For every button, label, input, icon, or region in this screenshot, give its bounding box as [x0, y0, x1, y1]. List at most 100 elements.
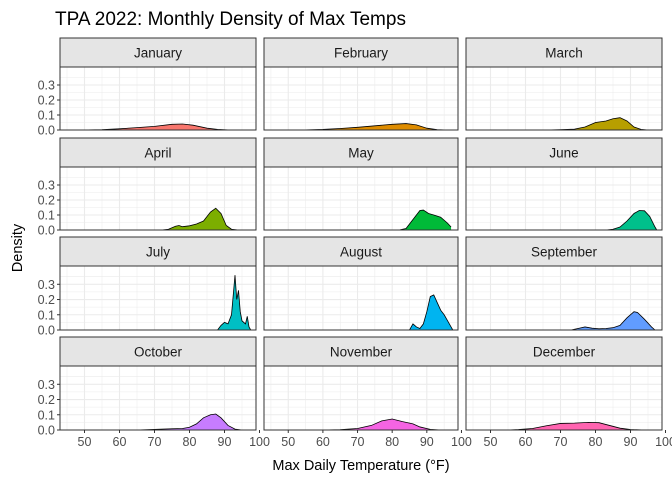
panel-gridlines — [60, 366, 256, 431]
facet-strip — [59, 37, 257, 68]
density-line-august — [284, 294, 454, 331]
facet-panel-december: December — [465, 336, 663, 431]
facet-strip — [465, 37, 663, 68]
facet-panel-april: April — [59, 137, 257, 231]
panel-border — [59, 265, 257, 331]
panel-border — [59, 66, 257, 131]
y-tick-label: 0.3 — [38, 179, 55, 193]
facet-panel-september: September — [465, 236, 663, 331]
facet-strip-label: July — [146, 245, 170, 260]
facet-strip-label: June — [549, 146, 578, 161]
density-area-december — [487, 422, 645, 430]
x-tick-label: 90 — [624, 435, 638, 449]
y-tick-label: 0.0 — [38, 124, 55, 138]
x-tick-label: 100 — [451, 435, 472, 449]
facet-strip-label: January — [134, 46, 182, 61]
x-tick-label: 90 — [218, 435, 232, 449]
facet-strip — [263, 336, 459, 367]
facet-panel-june: June — [465, 137, 663, 231]
x-tick-label: 50 — [78, 435, 92, 449]
density-line-january — [80, 123, 250, 131]
y-axes: 0.00.10.20.30.00.10.20.30.00.10.20.30.00… — [38, 79, 60, 438]
panel-border — [465, 365, 663, 431]
facet-strip-label: March — [545, 46, 583, 61]
panel-background — [264, 366, 458, 430]
panel-border — [263, 66, 459, 131]
panel-border — [465, 265, 663, 331]
y-tick-label: 0.3 — [38, 278, 55, 292]
y-tick-label: 0.1 — [38, 209, 55, 223]
x-tick-label: 60 — [113, 435, 127, 449]
panel-background — [60, 167, 256, 230]
density-line-february — [284, 123, 448, 131]
facet-strip-label: February — [334, 46, 388, 61]
x-tick-label: 100 — [655, 435, 672, 449]
density-line-may — [284, 209, 452, 231]
y-tick-label: 0.1 — [38, 408, 55, 422]
density-line-april — [81, 207, 239, 231]
facet-panel-january: January — [59, 37, 257, 131]
density-area-april — [81, 208, 239, 230]
x-tick-label: 50 — [281, 435, 295, 449]
x-tick-label: 80 — [183, 435, 197, 449]
panel-background — [60, 67, 256, 130]
density-area-may — [284, 210, 452, 230]
x-tick-label: 70 — [554, 435, 568, 449]
density-line-july — [81, 275, 252, 331]
density-line-september — [487, 311, 656, 331]
facet-strip — [59, 336, 257, 367]
facet-panel-november: November — [263, 336, 459, 431]
density-area-august — [284, 294, 453, 330]
x-tick-label: 70 — [148, 435, 162, 449]
x-tick-label: 60 — [316, 435, 330, 449]
y-tick-label: 0.2 — [38, 194, 55, 208]
y-tick-label: 0.0 — [38, 224, 55, 238]
facet-strip-label: April — [144, 146, 171, 161]
facet-panel-march: March — [465, 37, 663, 131]
panel-gridlines — [264, 266, 458, 331]
panel-border — [263, 166, 459, 231]
facet-panel-july: July — [59, 236, 257, 331]
y-tick-label: 0.3 — [38, 79, 55, 93]
facet-strip-label: November — [330, 345, 393, 360]
density-area-june — [487, 210, 657, 230]
y-tick-label: 0.1 — [38, 308, 55, 322]
facet-strip — [263, 236, 459, 267]
x-tick-label: 80 — [385, 435, 399, 449]
panel-border — [59, 365, 257, 431]
panel-border — [465, 166, 663, 231]
x-axis-title: Max Daily Temperature (°F) — [272, 458, 449, 474]
y-tick-label: 0.0 — [38, 324, 55, 338]
x-tick-label: 60 — [519, 435, 533, 449]
y-tick-label: 0.1 — [38, 109, 55, 123]
panel-border — [263, 365, 459, 431]
density-line-october — [81, 413, 243, 431]
y-tick-label: 0.0 — [38, 424, 55, 438]
panel-background — [466, 366, 662, 430]
facet-panel-february: February — [263, 37, 459, 131]
facet-strip — [465, 236, 663, 267]
panel-gridlines — [466, 366, 662, 431]
panel-background — [466, 67, 662, 130]
facet-strip-label: August — [340, 245, 382, 260]
panel-border — [59, 166, 257, 231]
y-axis-title: Density — [10, 223, 26, 272]
facet-panel-august: August — [263, 236, 459, 331]
x-tick-label: 70 — [351, 435, 365, 449]
chart-title: TPA 2022: Monthly Density of Max Temps — [55, 9, 406, 30]
panel-background — [60, 366, 256, 430]
panel-gridlines — [264, 366, 458, 431]
facet-panel-may: May — [263, 137, 459, 231]
x-tick-label: 100 — [249, 435, 270, 449]
panel-background — [264, 67, 458, 130]
y-tick-label: 0.2 — [38, 293, 55, 307]
facet-panel-october: October — [59, 336, 257, 431]
facet-panels: January February March April May June July Augu… — [59, 37, 663, 431]
x-tick-label: 90 — [420, 435, 434, 449]
facet-strip-label: September — [531, 245, 598, 260]
density-area-october — [81, 414, 242, 430]
y-tick-label: 0.3 — [38, 378, 55, 392]
x-tick-label: 80 — [589, 435, 603, 449]
facet-strip — [59, 236, 257, 267]
